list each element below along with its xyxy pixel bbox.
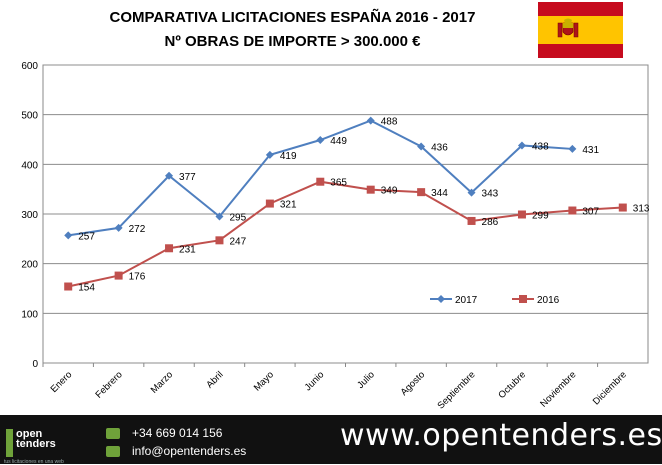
data-point-2016 bbox=[467, 216, 476, 225]
data-label-2016: 154 bbox=[78, 283, 95, 294]
data-point-2017 bbox=[517, 141, 526, 150]
y-tick-label: 300 bbox=[21, 210, 38, 221]
data-label-2016: 344 bbox=[431, 188, 448, 199]
legend-label-2016: 2016 bbox=[537, 295, 560, 306]
data-label-2017: 436 bbox=[431, 142, 448, 153]
y-tick-label: 500 bbox=[21, 111, 38, 122]
data-label-2016: 307 bbox=[582, 207, 599, 218]
data-point-2016 bbox=[366, 185, 375, 194]
data-point-2017 bbox=[467, 188, 476, 197]
logo-text: open tenders bbox=[16, 428, 56, 450]
data-point-2017 bbox=[265, 150, 274, 159]
data-point-2017 bbox=[64, 231, 73, 240]
x-tick-label: Agosto bbox=[399, 369, 428, 398]
data-label-2017: 419 bbox=[280, 151, 297, 162]
data-label-2017: 295 bbox=[229, 212, 246, 223]
x-tick-label: Febrero bbox=[93, 369, 124, 400]
data-label-2016: 231 bbox=[179, 244, 196, 255]
logo-subtitle: tus licitaciones en una web bbox=[4, 459, 64, 465]
data-label-2017: 343 bbox=[482, 189, 499, 200]
data-point-2017 bbox=[114, 223, 123, 232]
data-point-2016 bbox=[64, 282, 73, 291]
logo-mark-icon bbox=[6, 429, 13, 457]
series-line-2016 bbox=[67, 180, 623, 288]
data-label-2016: 286 bbox=[482, 217, 499, 228]
data-point-2016 bbox=[165, 244, 174, 253]
footer-bar: open tenders tus licitaciones en una web… bbox=[0, 415, 662, 465]
data-label-2017: 449 bbox=[330, 136, 347, 147]
data-label-2017: 377 bbox=[179, 172, 196, 183]
line-chart: 0 100 200 300 400 500 600 Enero Febrero Marzo Abri… bbox=[21, 61, 650, 411]
data-point-2016 bbox=[417, 188, 426, 197]
data-label-2016: 299 bbox=[532, 210, 549, 221]
x-tick-label: Marzo bbox=[149, 369, 175, 395]
x-tick-label: Enero bbox=[49, 369, 75, 395]
phone-contact[interactable]: +34 669 014 156 bbox=[106, 426, 222, 440]
website-link[interactable]: www.opentenders.es bbox=[340, 418, 662, 453]
data-point-2017 bbox=[316, 135, 325, 144]
y-tick-label: 0 bbox=[32, 359, 38, 370]
y-tick-label: 400 bbox=[21, 160, 38, 171]
data-label-2017: 272 bbox=[129, 224, 146, 235]
data-label-2017: 488 bbox=[381, 117, 398, 128]
chart-title-line2: Nº OBRAS DE IMPORTE > 300.000 € bbox=[164, 33, 421, 50]
x-tick-label: Octubre bbox=[496, 369, 528, 401]
data-label-2016: 365 bbox=[330, 178, 347, 189]
legend: 2017 2016 bbox=[430, 295, 560, 306]
legend-marker-2016 bbox=[519, 295, 527, 303]
x-tick-label: Junio bbox=[303, 369, 327, 393]
y-tick-label: 200 bbox=[21, 260, 38, 271]
data-label-2017: 438 bbox=[532, 141, 549, 152]
phone-text: +34 669 014 156 bbox=[132, 426, 223, 440]
data-label-2016: 313 bbox=[633, 204, 650, 215]
logo-text-line1: open bbox=[16, 428, 43, 440]
mail-icon bbox=[106, 445, 120, 457]
y-tick-label: 100 bbox=[21, 309, 38, 320]
legend-marker-2017 bbox=[437, 295, 445, 303]
data-point-2017 bbox=[417, 142, 426, 151]
data-point-2016 bbox=[517, 210, 526, 219]
x-tick-label: Diciembre bbox=[591, 369, 629, 407]
email-text: info@opentenders.es bbox=[132, 444, 247, 458]
x-tick-label: Abril bbox=[204, 369, 225, 390]
data-label-2016: 176 bbox=[129, 272, 146, 283]
data-label-2016: 349 bbox=[381, 186, 398, 197]
data-point-2017 bbox=[215, 212, 224, 221]
data-point-2016 bbox=[114, 271, 123, 280]
data-point-2017 bbox=[165, 171, 174, 180]
data-point-2016 bbox=[618, 203, 627, 212]
logo-text-line2: tenders bbox=[16, 438, 56, 450]
y-tick-label: 600 bbox=[21, 61, 38, 72]
data-point-2017 bbox=[366, 116, 375, 125]
x-tick-label: Septiembre bbox=[436, 369, 478, 411]
phone-icon bbox=[106, 427, 120, 439]
chart-title: COMPARATIVA LICITACIONES ESPAÑA 2016 - 2… bbox=[60, 6, 525, 54]
data-label-2016: 247 bbox=[229, 236, 246, 247]
legend-label-2017: 2017 bbox=[455, 295, 478, 306]
opentenders-logo: open tenders tus licitaciones en una web bbox=[2, 423, 72, 465]
data-point-2016 bbox=[316, 177, 325, 186]
data-label-2017: 431 bbox=[582, 145, 599, 156]
email-contact[interactable]: info@opentenders.es bbox=[106, 444, 246, 458]
data-point-2016 bbox=[265, 199, 274, 208]
data-point-2016 bbox=[568, 206, 577, 215]
data-point-2016 bbox=[215, 236, 224, 245]
spain-flag-icon bbox=[538, 2, 623, 58]
data-point-2017 bbox=[568, 144, 577, 153]
data-label-2017: 257 bbox=[78, 231, 95, 242]
x-tick-label: Noviembre bbox=[538, 369, 578, 409]
data-label-2016: 321 bbox=[280, 200, 297, 211]
x-tick-label: Julio bbox=[355, 369, 377, 391]
chart-title-line1: COMPARATIVA LICITACIONES ESPAÑA 2016 - 2… bbox=[109, 9, 476, 26]
x-tick-label: Mayo bbox=[252, 369, 276, 393]
